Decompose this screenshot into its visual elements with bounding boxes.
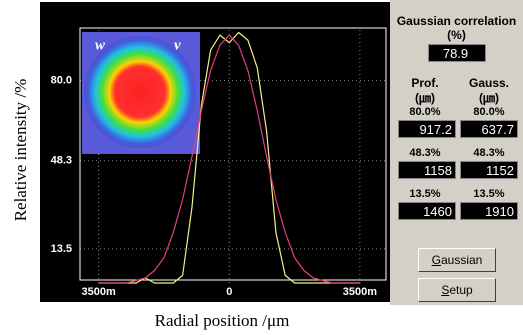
column-unit: (㎛) <box>458 89 520 106</box>
value-box: 637.7 <box>460 120 518 138</box>
value-box: 1158 <box>398 161 456 179</box>
panel-title: Gaussian correlation (%) <box>390 14 523 42</box>
x-axis-label: Radial position /μm <box>155 311 290 330</box>
x-tick-label: 3500m <box>343 286 377 298</box>
column-name: Gauss. <box>458 76 520 90</box>
value-box: 1910 <box>460 202 518 220</box>
inset-label: v <box>174 37 181 53</box>
column-name: Prof. <box>394 76 456 90</box>
button[interactable]: Gaussian <box>418 248 496 272</box>
level-label: 13.5% <box>394 188 456 200</box>
level-label: 80.0% <box>458 106 520 118</box>
value-box: 1460 <box>398 202 456 220</box>
value-box: 1152 <box>460 161 518 179</box>
column-unit: (㎛) <box>394 89 456 106</box>
y-tick-label: 80.0 <box>51 75 72 87</box>
level-label: 80.0% <box>394 106 456 118</box>
y-tick-label: 13.5 <box>51 243 72 255</box>
level-label: 13.5% <box>458 188 520 200</box>
level-label: 48.3% <box>458 147 520 159</box>
level-label: 48.3% <box>394 147 456 159</box>
chart: w v Relative intensity /% Radial positio… <box>0 0 390 335</box>
x-tick-label: 3500m <box>82 286 116 298</box>
value-box: 917.2 <box>398 120 456 138</box>
page: w v Relative intensity /% Radial positio… <box>0 0 523 335</box>
x-tick-label: 0 <box>226 286 232 298</box>
y-tick-label: 48.3 <box>51 155 72 167</box>
button[interactable]: Setup <box>418 278 496 302</box>
inset-image: w v <box>82 32 200 154</box>
inset-label: w <box>95 37 106 53</box>
y-axis-label: Relative intensity /% <box>11 79 30 222</box>
correlation-value: 78.9 <box>428 44 486 62</box>
side-panel: Gaussian correlation (%) 78.9 Prof.(㎛)Ga… <box>390 0 523 305</box>
